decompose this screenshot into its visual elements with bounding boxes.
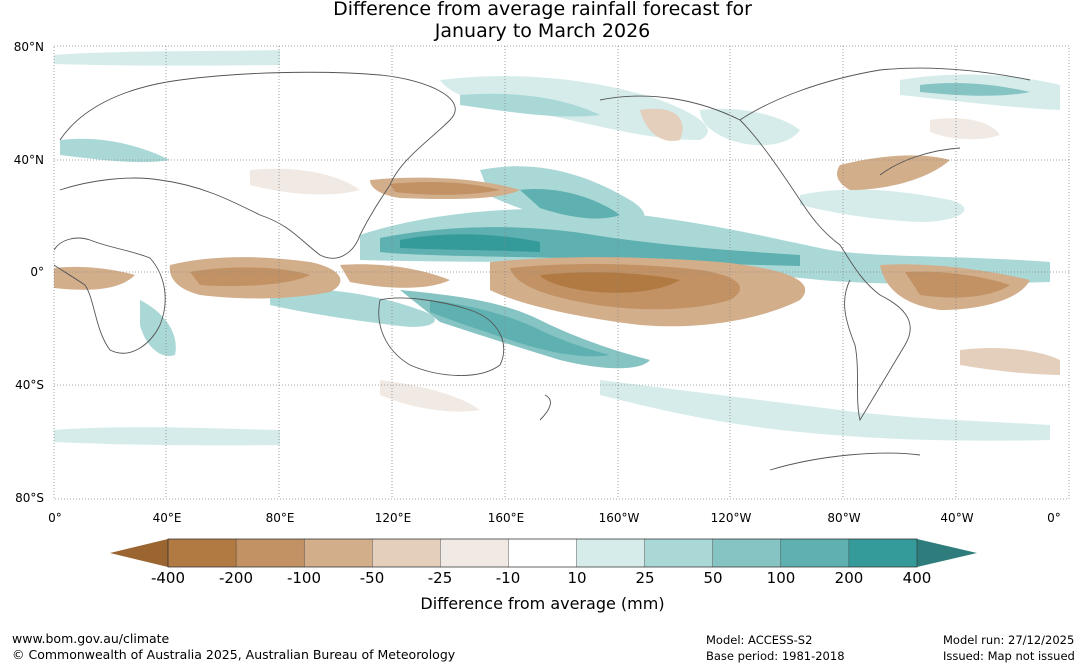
rainfall-anomaly-field [54, 46, 1069, 499]
model-run-date: Model run: 27/12/2025 [943, 633, 1075, 647]
colorbar-swatch [508, 538, 578, 568]
lon-label-120e: 120°E [374, 511, 412, 525]
colorbar-tick: 50 [703, 569, 723, 587]
map-frame [53, 45, 1070, 500]
lat-label-40s: 40°S [15, 378, 44, 392]
website-link[interactable]: www.bom.gov.au/climate [12, 631, 170, 646]
colorbar-tick: 100 [766, 569, 796, 587]
colorbar-tick: -200 [218, 569, 254, 587]
lon-label-0-right: 0° [1047, 511, 1061, 525]
colorbar-swatch [167, 538, 237, 568]
lon-label-80e: 80°E [265, 511, 295, 525]
lon-label-160e: 160°E [487, 511, 525, 525]
colorbar-tick: -100 [286, 569, 322, 587]
colorbar-outline [167, 538, 918, 568]
coastlines [54, 67, 1031, 471]
colorbar-tick: -400 [150, 569, 186, 587]
lon-label-0-left: 0° [48, 511, 62, 525]
colorbar-swatch [235, 538, 305, 568]
colorbar-swatch [372, 538, 441, 568]
colorbar-arrow-high [917, 539, 977, 567]
colorbar-tick: -25 [427, 569, 453, 587]
lon-label-40e: 40°E [152, 511, 182, 525]
colorbar-label: Difference from average (mm) [420, 594, 665, 613]
colorbar-tick: -50 [359, 569, 385, 587]
lon-label-160w: 160°W [598, 511, 640, 525]
model-name: Model: ACCESS-S2 [706, 633, 813, 647]
colorbar-swatch [780, 538, 850, 568]
copyright-notice: © Commonwealth of Australia 2025, Austra… [12, 647, 456, 662]
graticule [54, 46, 1069, 499]
colorbar-swatch [712, 538, 782, 568]
lon-label-80w: 80°W [827, 511, 861, 525]
issued-status: Issued: Map not issued [943, 649, 1075, 663]
dry-anomaly-regions [54, 108, 1060, 412]
base-period: Base period: 1981-2018 [706, 649, 845, 663]
colorbar-tick: 25 [635, 569, 655, 587]
colorbar-swatch [848, 538, 918, 568]
lon-label-120w: 120°W [710, 511, 752, 525]
colorbar-tick: 200 [834, 569, 864, 587]
colorbar-swatch [576, 538, 646, 568]
colorbar-arrow-low [110, 539, 168, 567]
lat-label-80s: 80°S [15, 491, 44, 505]
map-title-line1: Difference from average rainfall forecas… [333, 0, 752, 20]
map-title-line2: January to March 2026 [434, 20, 651, 42]
colorbar-swatch [644, 538, 714, 568]
colorbar-swatch [440, 538, 510, 568]
colorbar [110, 538, 977, 568]
lon-label-40w: 40°W [940, 511, 974, 525]
wet-anomaly-regions [54, 50, 1060, 446]
lat-label-40n: 40°N [13, 153, 44, 167]
colorbar-swatch [303, 538, 373, 568]
lat-label-80n: 80°N [13, 40, 44, 54]
colorbar-tick: 400 [902, 569, 932, 587]
colorbar-tick: -10 [495, 569, 521, 587]
colorbar-tick: 10 [567, 569, 587, 587]
lat-label-0: 0° [30, 265, 44, 279]
